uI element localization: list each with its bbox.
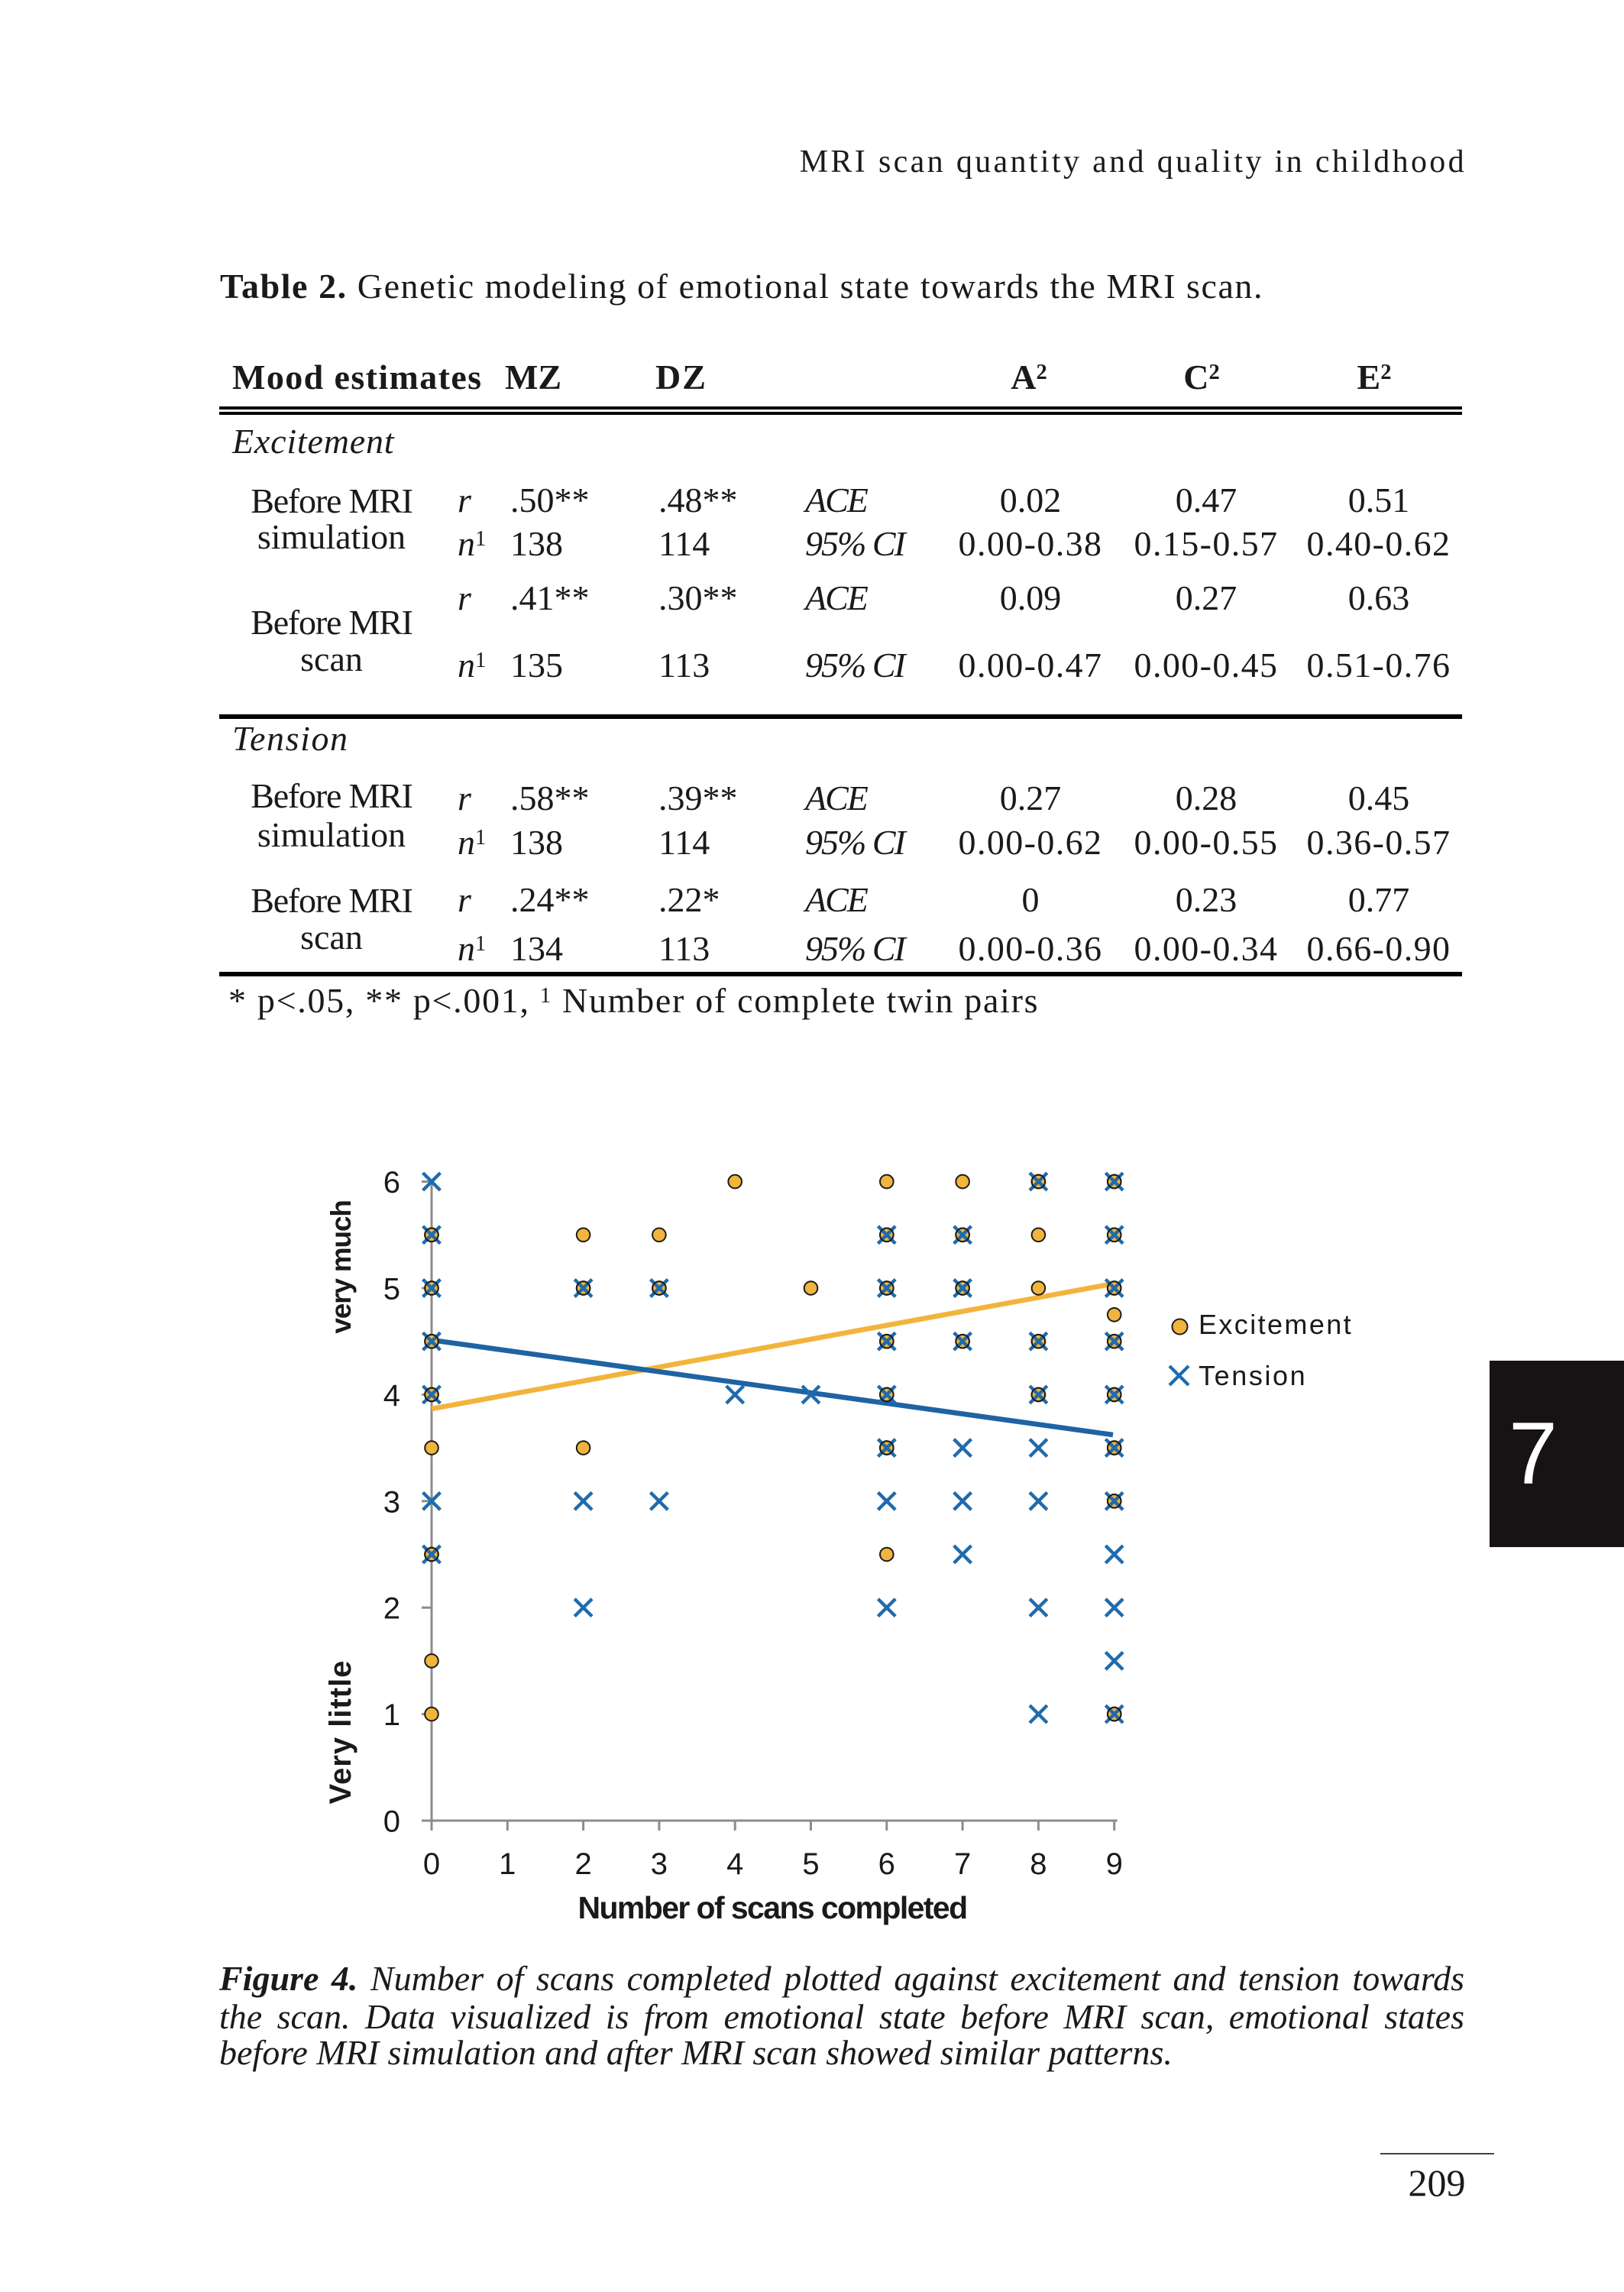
svg-text:2: 2 [574, 1847, 591, 1881]
svg-text:0: 0 [423, 1847, 440, 1881]
svg-text:3: 3 [651, 1847, 668, 1881]
svg-text:1: 1 [499, 1847, 516, 1881]
svg-text:very much: very much [325, 1200, 357, 1333]
svg-text:0: 0 [383, 1805, 400, 1839]
svg-text:2: 2 [383, 1592, 400, 1626]
svg-text:Very little: Very little [324, 1660, 357, 1805]
svg-text:8: 8 [1030, 1847, 1047, 1881]
svg-text:1: 1 [383, 1698, 400, 1732]
svg-text:6: 6 [383, 1166, 400, 1199]
svg-text:Tension: Tension [1199, 1360, 1307, 1391]
svg-text:4: 4 [383, 1379, 400, 1413]
svg-text:Number of scans completed: Number of scans completed [577, 1890, 966, 1925]
svg-text:4: 4 [726, 1847, 743, 1881]
svg-text:5: 5 [383, 1273, 400, 1306]
svg-text:7: 7 [954, 1847, 971, 1881]
svg-text:9: 9 [1106, 1847, 1123, 1881]
svg-text:3: 3 [383, 1485, 400, 1519]
svg-text:Excitement: Excitement [1199, 1309, 1353, 1340]
svg-text:6: 6 [878, 1847, 895, 1881]
svg-text:5: 5 [802, 1847, 819, 1881]
